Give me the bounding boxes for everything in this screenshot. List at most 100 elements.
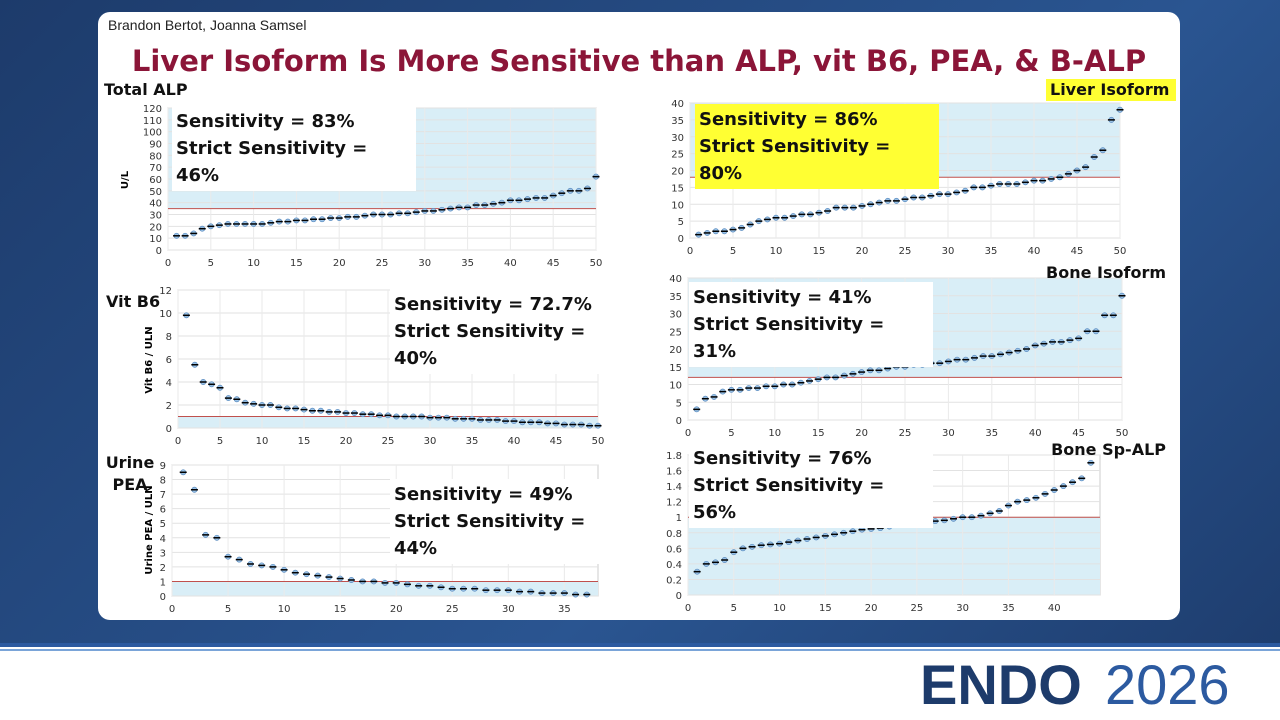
chart-title: Bone Sp-ALP <box>1051 440 1166 459</box>
y-tick-label: 0.4 <box>666 560 682 571</box>
annotation-box: Sensitivity = 41% Strict Sensitivity = 31… <box>689 282 933 367</box>
y-tick-label: 0 <box>166 424 172 435</box>
chart-title: Vit B6 <box>106 292 161 311</box>
y-tick-label: 6 <box>166 355 172 366</box>
x-tick-label: 40 <box>508 436 521 447</box>
y-axis-label: Vit B6 / ULN <box>144 326 155 393</box>
x-tick-label: 20 <box>333 258 346 269</box>
y-tick-label: 110 <box>143 116 162 127</box>
annotation: Strict Sensitivity = 56% <box>693 475 885 523</box>
x-tick-label: 40 <box>504 258 517 269</box>
x-tick-label: 10 <box>768 428 781 439</box>
shade <box>172 581 598 596</box>
annotation: Sensitivity = 49% <box>394 484 573 505</box>
chart-title: Total ALP <box>104 80 188 99</box>
x-tick-label: 35 <box>1002 603 1015 614</box>
y-tick-label: 10 <box>669 381 682 392</box>
y-tick-label: 90 <box>149 140 162 151</box>
y-tick-label: 1.4 <box>666 482 682 493</box>
y-tick-label: 30 <box>149 211 162 222</box>
x-tick-label: 20 <box>856 246 869 257</box>
x-tick-label: 25 <box>899 428 912 439</box>
y-tick-label: 1 <box>676 513 682 524</box>
chart-title: Urine PEA <box>105 453 155 494</box>
x-tick-label: 25 <box>899 246 912 257</box>
x-tick-label: 40 <box>1028 246 1041 257</box>
y-tick-label: 70 <box>149 163 162 174</box>
annotation: Sensitivity = 86% <box>699 109 878 130</box>
y-tick-label: 40 <box>669 274 682 285</box>
x-tick-label: 35 <box>461 258 474 269</box>
x-tick-label: 35 <box>985 246 998 257</box>
y-tick-label: 40 <box>149 199 162 210</box>
y-tick-label: 10 <box>149 234 162 245</box>
y-tick-label: 15 <box>669 363 682 374</box>
x-tick-label: 15 <box>290 258 303 269</box>
x-tick-label: 45 <box>550 436 563 447</box>
x-tick-label: 45 <box>547 258 560 269</box>
y-tick-label: 0 <box>678 234 684 245</box>
x-tick-label: 10 <box>773 603 786 614</box>
y-tick-label: 1.8 <box>666 451 682 462</box>
y-tick-label: 2 <box>160 563 166 574</box>
x-tick-label: 20 <box>340 436 353 447</box>
y-tick-label: 3 <box>160 548 166 559</box>
y-tick-label: 35 <box>669 292 682 303</box>
slide-title: Liver Isoform Is More Sensitive than ALP… <box>131 44 1147 78</box>
footer <box>0 643 1280 720</box>
y-tick-label: 120 <box>143 104 162 115</box>
y-tick-label: 2 <box>166 401 172 412</box>
x-tick-label: 30 <box>418 258 431 269</box>
y-tick-label: 12 <box>159 286 172 297</box>
x-tick-label: 0 <box>175 436 181 447</box>
y-tick-label: 4 <box>166 378 172 389</box>
x-tick-label: 35 <box>985 428 998 439</box>
x-tick-label: 10 <box>247 258 260 269</box>
x-tick-label: 0 <box>685 603 691 614</box>
x-tick-label: 15 <box>819 603 832 614</box>
y-tick-label: 30 <box>671 133 684 144</box>
y-tick-label: 0.8 <box>666 529 682 540</box>
x-tick-label: 10 <box>256 436 269 447</box>
x-tick-label: 50 <box>590 258 603 269</box>
y-axis-label: Urine PEA / ULN <box>144 485 155 574</box>
annotation-box: Sensitivity = 86% Strict Sensitivity = 80… <box>695 104 939 189</box>
x-tick-label: 25 <box>382 436 395 447</box>
x-tick-label: 10 <box>770 246 783 257</box>
annotation-box: Sensitivity = 49% Strict Sensitivity = 44… <box>390 479 624 564</box>
y-tick-label: 8 <box>166 332 172 343</box>
y-tick-label: 6 <box>160 505 166 516</box>
x-tick-label: 45 <box>1072 428 1085 439</box>
x-tick-label: 45 <box>1071 246 1084 257</box>
x-tick-label: 50 <box>592 436 605 447</box>
y-tick-label: 10 <box>671 200 684 211</box>
x-tick-label: 30 <box>424 436 437 447</box>
x-tick-label: 5 <box>225 604 231 615</box>
x-tick-label: 30 <box>942 428 955 439</box>
x-tick-label: 15 <box>334 604 347 615</box>
y-tick-label: 25 <box>671 150 684 161</box>
y-tick-label: 9 <box>160 461 166 472</box>
x-tick-label: 5 <box>731 603 737 614</box>
y-tick-label: 1 <box>160 577 166 588</box>
chart-title: Liver Isoform <box>1046 79 1176 101</box>
x-tick-label: 5 <box>728 428 734 439</box>
x-tick-label: 30 <box>502 604 515 615</box>
x-tick-label: 50 <box>1116 428 1129 439</box>
x-tick-label: 0 <box>685 428 691 439</box>
y-tick-label: 0 <box>156 246 162 257</box>
annotation-box: Sensitivity = 76% Strict Sensitivity = 56… <box>689 443 933 528</box>
annotation-box: Sensitivity = 83% Strict Sensitivity = 46… <box>172 106 416 191</box>
x-tick-label: 0 <box>165 258 171 269</box>
annotation: Strict Sensitivity = 80% <box>699 136 891 184</box>
annotation: Strict Sensitivity = 31% <box>693 314 885 362</box>
annotation: Sensitivity = 72.7% <box>394 294 592 315</box>
y-tick-label: 80 <box>149 151 162 162</box>
y-tick-label: 15 <box>671 183 684 194</box>
x-tick-label: 20 <box>390 604 403 615</box>
y-tick-label: 1.2 <box>666 498 682 509</box>
logo-year: 2026 <box>1105 653 1230 716</box>
y-tick-label: 20 <box>671 167 684 178</box>
y-tick-label: 5 <box>160 519 166 530</box>
annotation: Sensitivity = 41% <box>693 287 872 308</box>
